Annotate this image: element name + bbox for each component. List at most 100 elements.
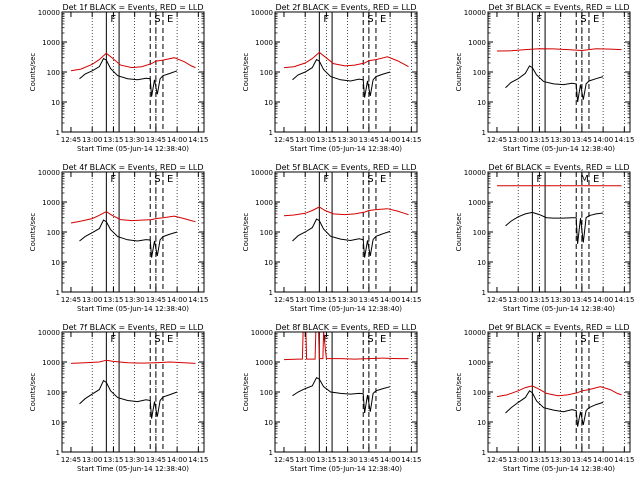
x-tick-label: 13:30: [125, 136, 145, 144]
x-tick-label: 13:30: [551, 136, 571, 144]
y-tick-label: 10: [51, 99, 60, 107]
x-tick-label: 14:00: [593, 136, 613, 144]
events-series-line: [505, 211, 604, 244]
x-tick-label: 14:00: [380, 296, 400, 304]
y-tick-label: 1000: [468, 39, 486, 47]
flare-marker-label: F: [323, 14, 329, 25]
y-tick-label: 10: [264, 99, 273, 107]
y-tick-label: 1: [269, 129, 273, 137]
y-tick-label: 1000: [42, 199, 60, 207]
flare-marker-label: S: [580, 334, 586, 345]
plot-frame: [274, 11, 418, 133]
y-axis-label: Counts/sec: [29, 53, 37, 92]
x-tick-label: 13:45: [359, 456, 379, 464]
x-tick-label: 13:30: [338, 456, 358, 464]
y-tick-label: 100: [47, 69, 60, 77]
x-tick-label: 14:15: [188, 296, 208, 304]
flare-marker-label: M: [580, 174, 589, 185]
y-tick-label: 10: [477, 99, 486, 107]
y-tick-label: 10000: [464, 9, 486, 17]
chart-title: Det 5f BLACK = Events, RED = LLD: [275, 163, 416, 172]
x-axis-label: Start Time (05-Jun-14 12:38:40): [503, 305, 615, 313]
chart-title: Det 3f BLACK = Events, RED = LLD: [488, 3, 629, 12]
x-tick-label: 13:15: [529, 456, 549, 464]
x-tick-label: 12:45: [274, 296, 294, 304]
x-tick-label: 12:45: [274, 136, 294, 144]
x-tick-label: 13:30: [338, 296, 358, 304]
events-series-line: [505, 390, 604, 427]
plot-frame: [487, 331, 631, 453]
x-tick-label: 13:15: [103, 296, 123, 304]
x-tick-label: 14:15: [188, 456, 208, 464]
flare-marker-label: E: [380, 14, 386, 25]
x-tick-label: 13:00: [295, 456, 315, 464]
x-tick-label: 13:30: [338, 136, 358, 144]
x-tick-label: 14:00: [593, 456, 613, 464]
x-tick-label: 14:15: [401, 456, 421, 464]
y-tick-label: 1: [56, 289, 60, 297]
x-tick-label: 12:45: [274, 456, 294, 464]
x-tick-label: 13:15: [529, 296, 549, 304]
chart-title: Det 6f BLACK = Events, RED = LLD: [488, 163, 629, 172]
chart-panel-4: Det 4f BLACK = Events, RED = LLD F S E 1 10 10…: [29, 163, 208, 313]
x-tick-label: 14:00: [380, 136, 400, 144]
x-tick-label: 13:45: [572, 136, 592, 144]
events-series-line: [79, 379, 178, 419]
chart-title: Det 9f BLACK = Events, RED = LLD: [488, 323, 629, 332]
chart-panel-3: Det 3f BLACK = Events, RED = LLD F S E 1 10 10…: [455, 3, 634, 153]
x-axis-label: Start Time (05-Jun-14 12:38:40): [77, 465, 189, 473]
x-axis-label: Start Time (05-Jun-14 12:38:40): [77, 145, 189, 153]
flare-marker-label: F: [536, 14, 542, 25]
y-tick-label: 10000: [464, 169, 486, 177]
plot-frame: [487, 171, 631, 293]
x-axis-label: Start Time (05-Jun-14 12:38:40): [503, 145, 615, 153]
x-axis-label: Start Time (05-Jun-14 12:38:40): [290, 305, 402, 313]
y-tick-label: 1: [482, 449, 486, 457]
flare-marker-label: E: [167, 174, 173, 185]
x-tick-label: 14:00: [167, 296, 187, 304]
x-tick-label: 12:45: [487, 456, 507, 464]
x-tick-label: 13:30: [551, 456, 571, 464]
x-tick-label: 13:00: [508, 296, 528, 304]
x-tick-label: 13:15: [103, 456, 123, 464]
events-series-line: [79, 57, 178, 97]
flare-marker-label: E: [380, 174, 386, 185]
flare-marker-label: S: [580, 14, 586, 25]
flare-marker-label: F: [323, 174, 329, 185]
y-tick-label: 100: [47, 229, 60, 237]
x-tick-label: 13:00: [295, 136, 315, 144]
y-tick-label: 1: [269, 449, 273, 457]
y-axis-label: Counts/sec: [29, 373, 37, 412]
y-tick-label: 1000: [255, 39, 273, 47]
y-tick-label: 1000: [42, 39, 60, 47]
flare-marker-label: E: [593, 334, 599, 345]
y-tick-label: 100: [260, 389, 273, 397]
x-axis-label: Start Time (05-Jun-14 12:38:40): [503, 465, 615, 473]
events-series-line: [79, 219, 178, 258]
y-tick-label: 10000: [38, 329, 60, 337]
x-tick-label: 14:00: [167, 456, 187, 464]
plot-frame: [61, 11, 205, 133]
x-tick-label: 13:15: [316, 296, 336, 304]
chart-title: Det 1f BLACK = Events, RED = LLD: [62, 3, 203, 12]
flare-marker-label: E: [380, 334, 386, 345]
chart-panel-1: Det 1f BLACK = Events, RED = LLD F S E 1 10 10…: [29, 3, 208, 153]
flare-marker-label: E: [593, 14, 599, 25]
flare-marker-label: S: [367, 334, 373, 345]
plot-frame: [487, 11, 631, 133]
y-tick-label: 100: [473, 69, 486, 77]
y-tick-label: 10000: [251, 9, 273, 17]
y-tick-label: 1: [269, 289, 273, 297]
plot-frame: [61, 331, 205, 453]
x-tick-label: 13:00: [82, 296, 102, 304]
chart-title: Det 7f BLACK = Events, RED = LLD: [62, 323, 203, 332]
y-tick-label: 1000: [468, 199, 486, 207]
events-series-line: [505, 65, 604, 103]
lld-series-line: [70, 359, 196, 364]
x-axis-label: Start Time (05-Jun-14 12:38:40): [290, 145, 402, 153]
x-tick-label: 13:45: [359, 296, 379, 304]
chart-panel-2: Det 2f BLACK = Events, RED = LLD F S E 1 10 10…: [242, 3, 421, 153]
y-tick-label: 100: [473, 229, 486, 237]
flare-marker-label: F: [110, 174, 116, 185]
y-tick-label: 10: [51, 419, 60, 427]
